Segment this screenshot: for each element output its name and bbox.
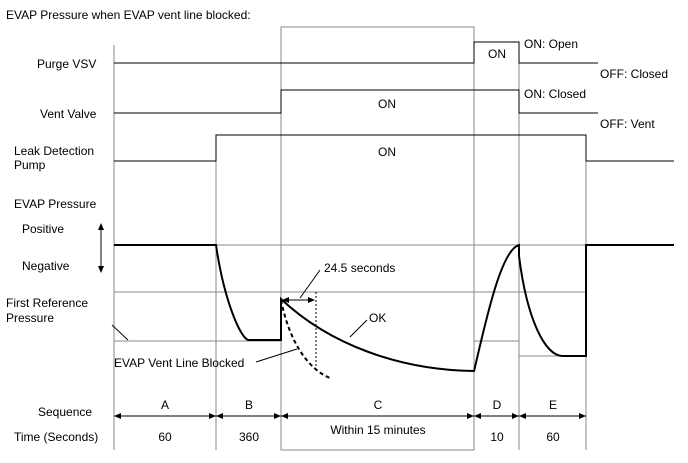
time-seconds-label: Time (Seconds) bbox=[14, 430, 98, 444]
ok-leader bbox=[349, 319, 368, 338]
sequence-id-e: E bbox=[549, 398, 557, 412]
leak-pump-on-pulse-label: ON bbox=[378, 145, 396, 159]
purge-vsv-signal bbox=[114, 41, 598, 64]
ok-label: OK bbox=[369, 311, 386, 325]
sequence-time-b: 360 bbox=[239, 430, 259, 444]
first-reference-label-line1: First Reference bbox=[6, 296, 88, 310]
sequence-id-d: D bbox=[493, 398, 502, 412]
vent-valve-off-state: OFF: Vent bbox=[600, 117, 655, 131]
purge-vsv-on-pulse-label: ON bbox=[488, 47, 506, 61]
sequence-id-a: A bbox=[161, 398, 169, 412]
purge-vsv-label: Purge VSV bbox=[37, 57, 96, 71]
first-reference-label-line2: Pressure bbox=[6, 311, 54, 325]
leak-pump-label-line1: Leak Detection bbox=[14, 144, 94, 158]
reference-pointer bbox=[111, 324, 129, 341]
time-marker-arrow-left bbox=[282, 297, 289, 303]
sequence-id-c: C bbox=[374, 398, 383, 412]
evap-pressure-trace bbox=[114, 243, 674, 373]
sequence-span-arrows bbox=[114, 413, 586, 419]
time-marker-arrow-right bbox=[308, 297, 315, 303]
sequence-id-b: B bbox=[245, 398, 253, 412]
evap-pressure-label: EVAP Pressure bbox=[14, 197, 97, 211]
sequence-time-e: 60 bbox=[546, 430, 560, 444]
blocked-leader bbox=[255, 348, 298, 363]
leak-pump-label-line2: Pump bbox=[14, 158, 46, 172]
negative-label: Negative bbox=[22, 259, 70, 273]
purge-vsv-off-state: OFF: Closed bbox=[600, 67, 668, 81]
arrow-up-head bbox=[98, 223, 104, 230]
time-note-leader bbox=[299, 269, 321, 299]
blocked-label: EVAP Vent Line Blocked bbox=[114, 356, 244, 370]
purge-vsv-on-state: ON: Open bbox=[524, 37, 578, 51]
diagram-title: EVAP Pressure when EVAP vent line blocke… bbox=[6, 8, 251, 22]
vent-valve-on-state: ON: Closed bbox=[524, 87, 586, 101]
sequence-c-box bbox=[280, 26, 475, 451]
positive-label: Positive bbox=[22, 222, 64, 236]
sequence-time-d: 10 bbox=[490, 430, 504, 444]
vent-valve-signal bbox=[114, 89, 598, 114]
sequence-time-a: 60 bbox=[158, 430, 172, 444]
sequence-time-c: Within 15 minutes bbox=[330, 423, 425, 437]
vent-valve-on-pulse-label: ON bbox=[378, 97, 396, 111]
arrow-down-head bbox=[98, 266, 104, 273]
vent-valve-label: Vent Valve bbox=[40, 107, 97, 121]
sequence-label: Sequence bbox=[38, 405, 92, 419]
leak-pump-signal bbox=[114, 134, 674, 162]
time-note: 24.5 seconds bbox=[324, 261, 395, 275]
blocked-pressure-trace bbox=[280, 299, 331, 379]
